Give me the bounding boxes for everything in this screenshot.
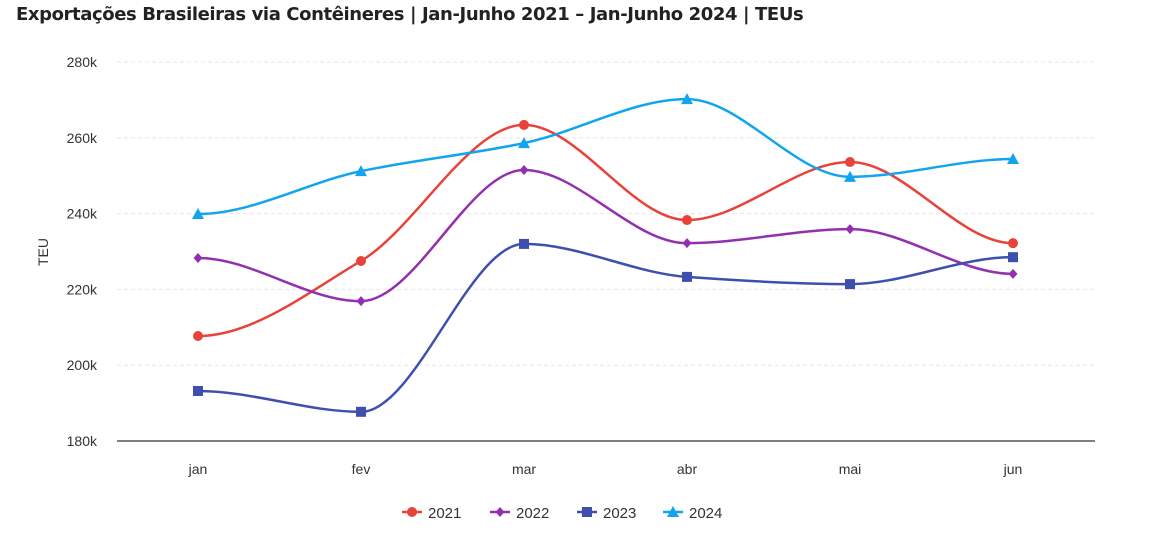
y-axis-label: TEU [35, 238, 51, 266]
series-line [197, 97, 1014, 216]
data-point [193, 385, 203, 396]
legend-marker [667, 506, 679, 517]
data-point [844, 170, 856, 182]
x-tick-label: fev [352, 461, 371, 477]
data-point [519, 165, 529, 176]
legend-label: 2021 [428, 505, 461, 522]
data-point [193, 252, 203, 263]
y-tick-label: 280k [67, 54, 98, 70]
legend-marker [495, 507, 505, 517]
legend-marker [407, 507, 417, 517]
data-point [519, 238, 529, 249]
data-point [682, 215, 692, 226]
chart-title: Exportações Brasileiras via Contêineres … [16, 4, 804, 25]
x-tick-label: abr [677, 461, 698, 477]
x-tick-label: mar [512, 461, 536, 477]
data-point [356, 406, 366, 417]
y-tick-label: 180k [67, 433, 98, 449]
legend-item-2023: 2023 [577, 505, 636, 522]
legend-label: 2022 [516, 505, 549, 522]
y-tick-label: 220k [67, 281, 98, 297]
data-point [356, 255, 366, 266]
data-point [1007, 153, 1019, 165]
series-line [197, 123, 1014, 338]
legend-item-2024: 2024 [663, 505, 722, 522]
series-2022 [193, 165, 1018, 307]
data-point [845, 279, 855, 290]
y-tick-label: 200k [67, 357, 98, 373]
data-point [845, 224, 855, 235]
data-point [845, 157, 855, 168]
series-2024 [192, 93, 1019, 219]
series-2021 [193, 119, 1018, 342]
data-point [1008, 252, 1018, 263]
legend-item-2021: 2021 [402, 505, 461, 522]
data-point [682, 271, 692, 282]
x-tick-label: jan [188, 461, 208, 477]
data-point [682, 238, 692, 249]
series-line [197, 168, 1014, 303]
data-point [1008, 238, 1018, 249]
data-point [681, 93, 693, 105]
x-tick-label: jun [1003, 461, 1023, 477]
y-tick-label: 260k [67, 130, 98, 146]
series-line [197, 242, 1014, 414]
legend-item-2022: 2022 [490, 505, 549, 522]
legend-marker [582, 507, 592, 517]
data-point [356, 296, 366, 307]
data-point [518, 137, 530, 149]
x-tick-label: mai [839, 461, 862, 477]
series-2023 [193, 238, 1018, 417]
data-point [519, 119, 529, 130]
data-point [1008, 268, 1018, 279]
legend-label: 2023 [603, 505, 636, 522]
data-point [193, 331, 203, 342]
data-point [192, 207, 204, 219]
y-tick-label: 240k [67, 206, 98, 222]
data-point [355, 165, 367, 177]
legend-label: 2024 [689, 505, 722, 522]
